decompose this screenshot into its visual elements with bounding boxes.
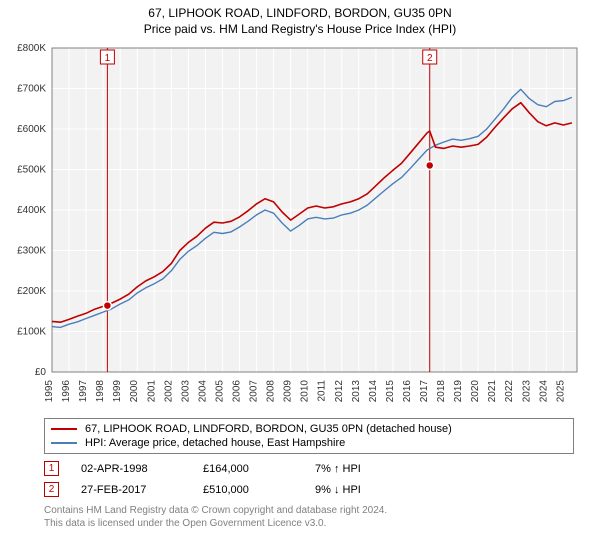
footnote-line-1: Contains HM Land Registry data © Crown c… [44,504,574,517]
legend-row-hpi: HPI: Average price, detached house, East… [51,436,567,450]
svg-text:2019: 2019 [453,380,464,403]
svg-text:1995: 1995 [44,380,55,403]
sale-price-2: £510,000 [203,484,293,496]
sale-marker-1: 1 [44,461,59,476]
svg-text:2005: 2005 [214,380,225,403]
title-line-2: Price paid vs. HM Land Registry's House … [4,22,596,36]
svg-text:2018: 2018 [436,380,447,403]
footnote: Contains HM Land Registry data © Crown c… [44,504,574,530]
svg-text:2000: 2000 [129,380,140,403]
legend: 67, LIPHOOK ROAD, LINDFORD, BORDON, GU35… [44,418,574,454]
svg-text:2023: 2023 [521,380,532,403]
title-line-1: 67, LIPHOOK ROAD, LINDFORD, BORDON, GU35… [4,6,596,20]
footnote-line-2: This data is licensed under the Open Gov… [44,517,574,530]
sale-row: 1 02-APR-1998 £164,000 7% ↑ HPI [44,458,574,479]
sale-diff-2: 9% ↓ HPI [315,484,435,496]
svg-text:2011: 2011 [317,380,328,402]
svg-text:£200K: £200K [17,286,46,297]
svg-text:1996: 1996 [61,380,72,403]
svg-text:£700K: £700K [17,84,46,95]
svg-text:2024: 2024 [538,380,549,403]
legend-label-subject: 67, LIPHOOK ROAD, LINDFORD, BORDON, GU35… [85,422,452,436]
svg-text:2006: 2006 [232,380,243,403]
legend-swatch-hpi [51,442,77,444]
svg-text:2016: 2016 [402,380,413,403]
svg-text:1998: 1998 [95,380,106,403]
svg-text:2021: 2021 [487,380,498,403]
svg-text:2002: 2002 [163,380,174,403]
price-chart: £0 £100K £200K £300K £400K £500K £600K £700K £80… [4,42,596,412]
svg-text:2022: 2022 [504,380,515,403]
chart-title: 67, LIPHOOK ROAD, LINDFORD, BORDON, GU35… [4,6,596,36]
svg-text:2004: 2004 [197,380,208,403]
chart-svg: £0 £100K £200K £300K £400K £500K £600K £700K £80… [4,42,596,412]
svg-text:2: 2 [427,53,433,64]
svg-text:2010: 2010 [300,380,311,403]
svg-text:£300K: £300K [17,246,46,257]
svg-text:1997: 1997 [78,380,89,403]
svg-text:2020: 2020 [470,380,481,403]
svg-text:£0: £0 [35,367,47,378]
svg-text:2025: 2025 [555,380,566,403]
svg-text:£600K: £600K [17,124,46,135]
svg-text:£500K: £500K [17,165,46,176]
svg-text:2012: 2012 [334,380,345,403]
sale-date-2: 27-FEB-2017 [81,484,181,496]
sale-price-1: £164,000 [203,463,293,475]
svg-text:£100K: £100K [17,327,46,338]
legend-label-hpi: HPI: Average price, detached house, East… [85,436,345,450]
sales-list: 1 02-APR-1998 £164,000 7% ↑ HPI 2 27-FEB… [44,458,574,500]
sale-diff-1: 7% ↑ HPI [315,463,435,475]
svg-text:£400K: £400K [17,205,46,216]
svg-text:2003: 2003 [180,380,191,403]
svg-text:1: 1 [105,53,111,64]
svg-text:2013: 2013 [351,380,362,403]
legend-swatch-subject [51,428,77,430]
svg-text:1999: 1999 [112,380,123,403]
sale-row: 2 27-FEB-2017 £510,000 9% ↓ HPI [44,479,574,500]
svg-text:£800K: £800K [17,43,46,54]
sale-date-1: 02-APR-1998 [81,463,181,475]
svg-text:2015: 2015 [385,380,396,403]
svg-text:2008: 2008 [266,380,277,403]
svg-text:2001: 2001 [146,380,157,403]
legend-row-subject: 67, LIPHOOK ROAD, LINDFORD, BORDON, GU35… [51,422,567,436]
sale-marker-2: 2 [44,482,59,497]
svg-text:2009: 2009 [283,380,294,403]
svg-text:2007: 2007 [249,380,260,403]
svg-text:2017: 2017 [419,380,430,403]
svg-text:2014: 2014 [368,380,379,403]
